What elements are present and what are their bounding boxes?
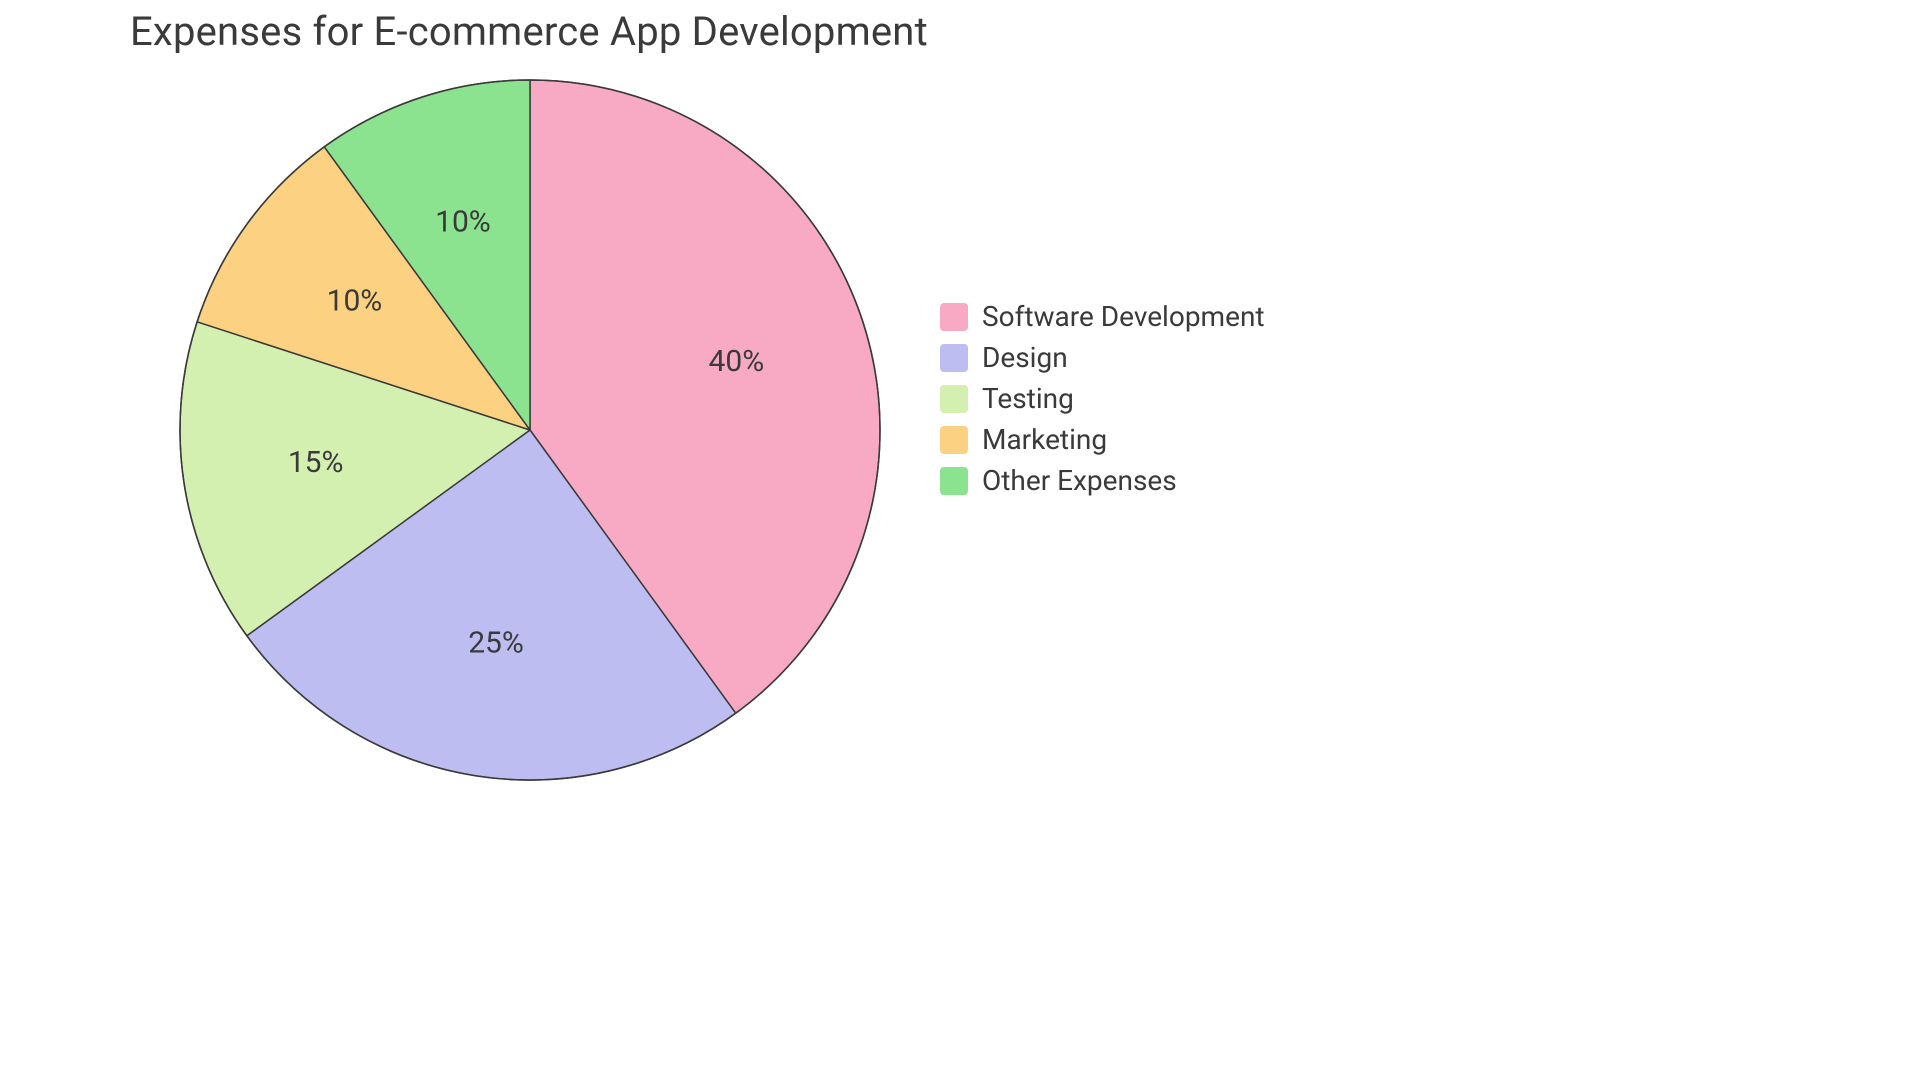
legend-swatch xyxy=(940,467,968,495)
slice-label: 10% xyxy=(327,283,383,318)
slice-label: 15% xyxy=(288,445,344,480)
legend-swatch xyxy=(940,385,968,413)
legend-swatch xyxy=(940,303,968,331)
legend-item: Marketing xyxy=(940,423,1265,456)
legend-label: Software Development xyxy=(982,300,1265,333)
legend-swatch xyxy=(940,426,968,454)
slice-label: 25% xyxy=(468,625,524,660)
legend-label: Testing xyxy=(982,382,1074,415)
pie-svg: 40% 25% 15% 10% 10% xyxy=(170,70,890,790)
legend-swatch xyxy=(940,344,968,372)
slice-label: 10% xyxy=(435,205,491,240)
pie-area: 40% 25% 15% 10% 10% xyxy=(170,70,890,790)
legend-item: Testing xyxy=(940,382,1265,415)
legend-label: Other Expenses xyxy=(982,464,1177,497)
legend-item: Other Expenses xyxy=(940,464,1265,497)
legend-item: Software Development xyxy=(940,300,1265,333)
pie-chart: Expenses for E-commerce App Development … xyxy=(0,0,1440,800)
chart-title: Expenses for E-commerce App Development xyxy=(130,8,928,55)
legend-item: Design xyxy=(940,341,1265,374)
legend-label: Design xyxy=(982,341,1068,374)
legend-label: Marketing xyxy=(982,423,1107,456)
slice-label: 40% xyxy=(709,344,765,379)
legend: Software Development Design Testing Marketi… xyxy=(940,300,1265,497)
